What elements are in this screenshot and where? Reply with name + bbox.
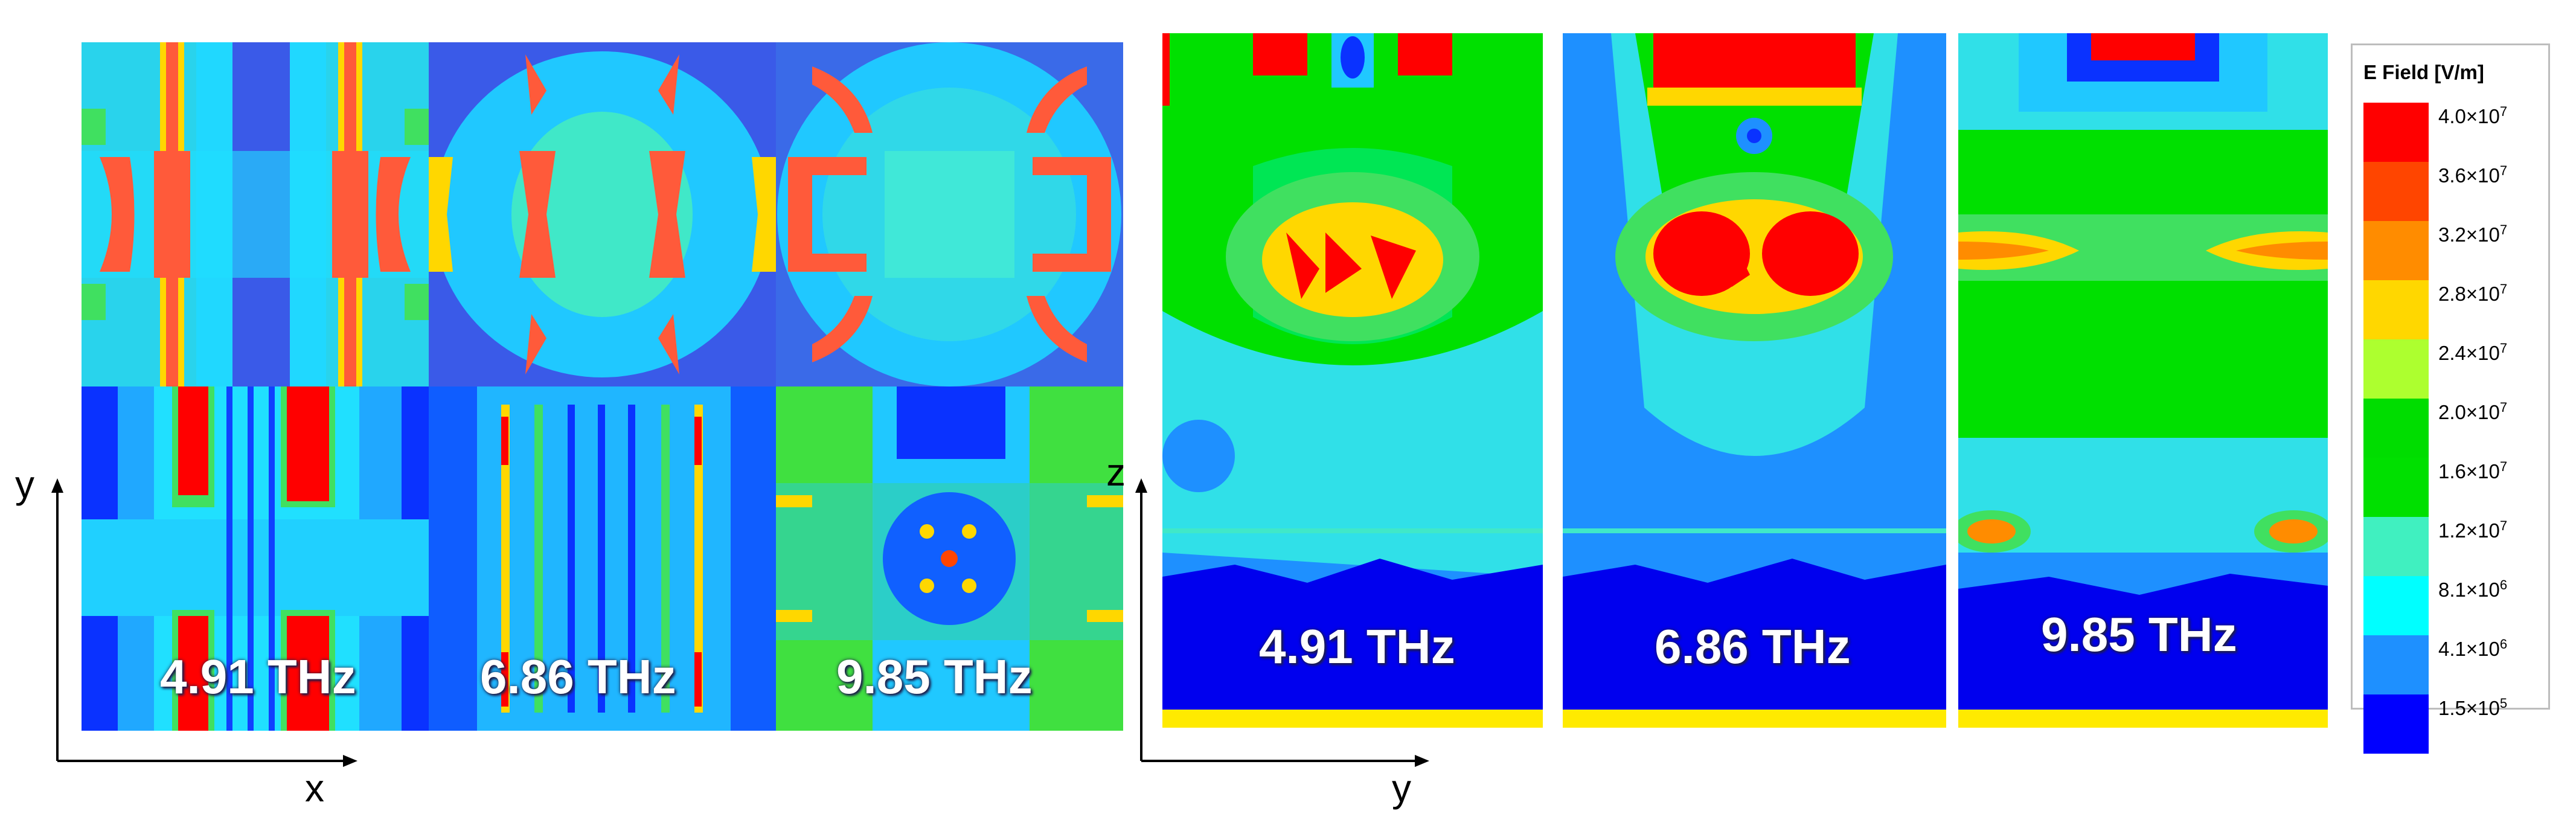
legend-color-band <box>2363 458 2429 517</box>
yz-panel-2 <box>1563 33 1946 728</box>
xy-axis-label-x: x <box>305 766 324 810</box>
xy-frequency-label-3: 9.85 THz <box>836 650 1033 704</box>
legend-tick-label: 4.1×106 <box>2438 637 2508 660</box>
xy-frequency-label-2: 6.86 THz <box>480 650 676 704</box>
legend-title: E Field [V/m] <box>2363 61 2484 83</box>
legend-tick-label: 8.1×106 <box>2438 577 2508 601</box>
legend-color-band <box>2363 635 2429 694</box>
legend-tick-label: 1.5×105 <box>2438 696 2508 719</box>
yz-panel-1 <box>1162 33 1543 728</box>
legend-color-band <box>2363 517 2429 576</box>
legend-tick-label: 4.0×107 <box>2438 104 2508 127</box>
legend-tick-label: 2.4×107 <box>2438 341 2508 364</box>
xy-axes <box>51 478 357 767</box>
e-field-legend: E Field [V/m] 4.0×107 3.6×107 3.2×107 2.8×1… <box>2351 43 2550 754</box>
xy-top-panel-1 <box>82 42 429 386</box>
legend-tick-label: 3.6×107 <box>2438 163 2508 187</box>
legend-color-band <box>2363 399 2429 458</box>
yz-frequency-label-2: 6.86 THz <box>1655 620 1851 673</box>
legend-color-band <box>2363 694 2429 754</box>
xy-axis-label-y: y <box>15 463 34 506</box>
legend-color-band <box>2363 221 2429 280</box>
legend-tick-label: 3.2×107 <box>2438 222 2508 246</box>
legend-tick-label: 2.8×107 <box>2438 281 2508 305</box>
xy-top-panel-2 <box>429 42 776 386</box>
xy-bottom-panel-2 <box>429 386 776 731</box>
legend-color-band <box>2363 576 2429 635</box>
xy-bottom-panel-3 <box>776 386 1123 731</box>
legend-color-band <box>2363 103 2429 162</box>
legend-tick-label: 1.2×107 <box>2438 518 2508 542</box>
xy-top-panel-3 <box>776 42 1123 386</box>
xy-frequency-label-1: 4.91 THz <box>160 650 356 704</box>
legend-color-band <box>2363 280 2429 339</box>
yz-frequency-label-1: 4.91 THz <box>1259 620 1455 673</box>
legend-color-band <box>2363 162 2429 221</box>
yz-axis-label-y: y <box>1392 766 1411 810</box>
yz-axes <box>1135 478 1429 767</box>
yz-panel-3 <box>1958 33 2328 728</box>
yz-frequency-label-3: 9.85 THz <box>2041 608 2237 661</box>
xy-bottom-panel-1 <box>82 386 429 731</box>
legend-tick-label: 1.6×107 <box>2438 459 2508 483</box>
yz-axis-label-z: z <box>1106 451 1126 494</box>
legend-color-band <box>2363 339 2429 399</box>
legend-tick-label: 2.0×107 <box>2438 400 2508 423</box>
